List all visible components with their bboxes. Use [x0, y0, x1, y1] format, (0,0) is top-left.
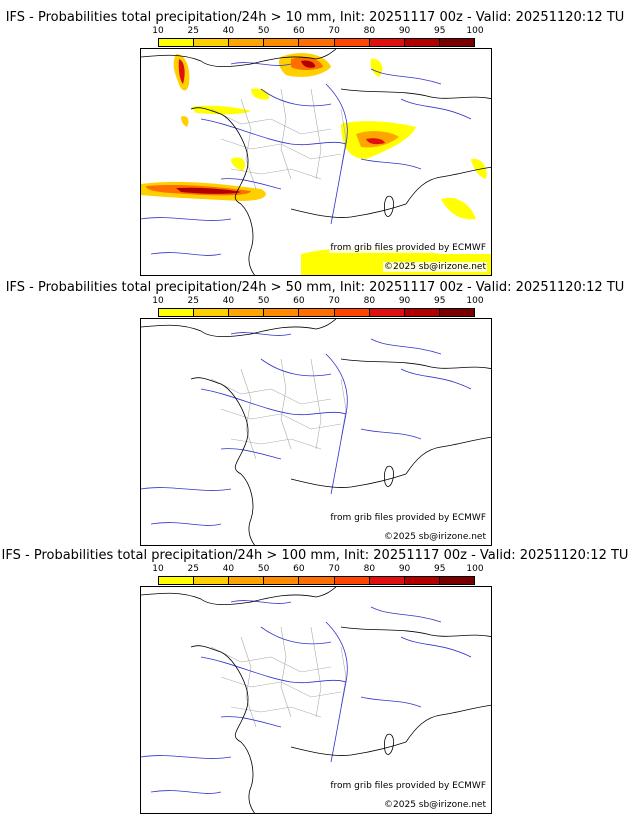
colorbar-tick-label: 90	[398, 564, 411, 574]
colorbar-segment	[404, 577, 440, 584]
source-credit: from grib files provided by ECMWF	[329, 513, 487, 523]
colorbar-ticks: 10 25 40 50 60 70 80 90 95 100	[152, 564, 483, 576]
colorbar-tick-label: 25	[187, 564, 199, 574]
colorbar-tick-label: 100	[466, 564, 484, 574]
map-title: IFS - Probabilities total precipitation/…	[1, 548, 629, 563]
colorbar-tick-label: 60	[293, 26, 305, 36]
colorbar-segment	[369, 309, 405, 316]
colorbar-tick-label: 100	[466, 296, 484, 306]
colorbar-tick-label: 25	[187, 296, 199, 306]
rivers	[141, 600, 472, 794]
admin-borders	[210, 626, 347, 728]
colorbar-segment	[404, 39, 440, 46]
colorbar-segment	[334, 309, 370, 316]
colorbar-tick-label: 80	[363, 564, 376, 574]
colorbar-segment	[194, 577, 230, 584]
map-view: from grib files provided by ECMWF ©2025 …	[140, 318, 492, 546]
colorbar-tick-label: 70	[328, 296, 340, 306]
colorbar-segment	[439, 309, 474, 316]
colorbar-segment	[369, 577, 405, 584]
colorbar-tick-label: 10	[152, 296, 164, 306]
copyright-credit: ©2025 sb@irizone.net	[383, 800, 487, 810]
copyright-credit: ©2025 sb@irizone.net	[383, 262, 487, 272]
precip-shading	[141, 53, 491, 275]
colorbar-segment	[404, 309, 440, 316]
colorbar-tick-label: 90	[398, 296, 411, 306]
panel-100mm: IFS - Probabilities total precipitation/…	[0, 548, 630, 816]
source-credit: from grib files provided by ECMWF	[329, 781, 487, 791]
colorbar-segment	[334, 39, 370, 46]
colorbar-tick-label: 80	[363, 296, 376, 306]
colorbar-tick-label: 50	[257, 296, 270, 306]
colorbar-ticks: 10 25 40 50 60 70 80 90 95 100	[152, 26, 483, 38]
coastlines	[141, 49, 491, 275]
colorbar-tick-label: 95	[434, 26, 446, 36]
colorbar-segment	[264, 309, 300, 316]
colorbar-segment	[194, 309, 230, 316]
map-view: from grib files provided by ECMWF ©2025 …	[140, 586, 492, 814]
colorbar-tick-label: 70	[328, 26, 340, 36]
colorbar-tick-label: 10	[152, 26, 164, 36]
panel-10mm: IFS - Probabilities total precipitation/…	[0, 10, 630, 278]
map-title: IFS - Probabilities total precipitation/…	[5, 280, 625, 295]
source-credit: from grib files provided by ECMWF	[329, 243, 487, 253]
colorbar-segment	[264, 577, 300, 584]
colorbar-segment	[334, 577, 370, 584]
colorbar-segment	[159, 577, 195, 584]
colorbar-tick-label: 80	[363, 26, 376, 36]
colorbar-tick-label: 90	[398, 26, 411, 36]
colorbar-tick-label: 40	[222, 26, 235, 36]
colorbar-tick-label: 40	[222, 296, 235, 306]
map-view: from grib files provided by ECMWF ©2025 …	[140, 48, 492, 276]
colorbar-tick-label: 95	[434, 564, 446, 574]
admin-borders	[210, 358, 347, 460]
map-canvas	[141, 49, 491, 275]
colorbar	[158, 576, 475, 585]
colorbar-segment	[264, 39, 300, 46]
colorbar-segment	[439, 577, 474, 584]
panel-50mm: IFS - Probabilities total precipitation/…	[0, 280, 630, 548]
colorbar-tick-label: 50	[257, 564, 270, 574]
colorbar-segment	[159, 39, 195, 46]
colorbar-segment	[229, 309, 265, 316]
colorbar-tick-label: 100	[466, 26, 484, 36]
colorbar-tick-label: 50	[257, 26, 270, 36]
colorbar-segment	[159, 309, 195, 316]
colorbar-tick-label: 60	[293, 564, 305, 574]
admin-borders	[210, 88, 347, 190]
colorbar-segment	[194, 39, 230, 46]
map-canvas	[141, 587, 491, 813]
colorbar-tick-label: 25	[187, 26, 199, 36]
rivers	[141, 62, 472, 256]
colorbar	[158, 38, 475, 47]
colorbar-ticks: 10 25 40 50 60 70 80 90 95 100	[152, 296, 483, 308]
colorbar-tick-label: 70	[328, 564, 340, 574]
colorbar-tick-label: 40	[222, 564, 235, 574]
colorbar-segment	[299, 39, 335, 46]
colorbar-segment	[439, 39, 474, 46]
colorbar-segment	[299, 577, 335, 584]
rivers	[141, 332, 472, 526]
colorbar-tick-label: 10	[152, 564, 164, 574]
colorbar-tick-label: 95	[434, 296, 446, 306]
colorbar-segment	[299, 309, 335, 316]
copyright-credit: ©2025 sb@irizone.net	[383, 532, 487, 542]
coastlines	[141, 319, 491, 545]
map-canvas	[141, 319, 491, 545]
colorbar-tick-label: 60	[293, 296, 305, 306]
colorbar-segment	[229, 39, 265, 46]
map-title: IFS - Probabilities total precipitation/…	[5, 10, 625, 25]
colorbar-segment	[229, 577, 265, 584]
coastlines	[141, 587, 491, 813]
colorbar-segment	[369, 39, 405, 46]
colorbar	[158, 308, 475, 317]
